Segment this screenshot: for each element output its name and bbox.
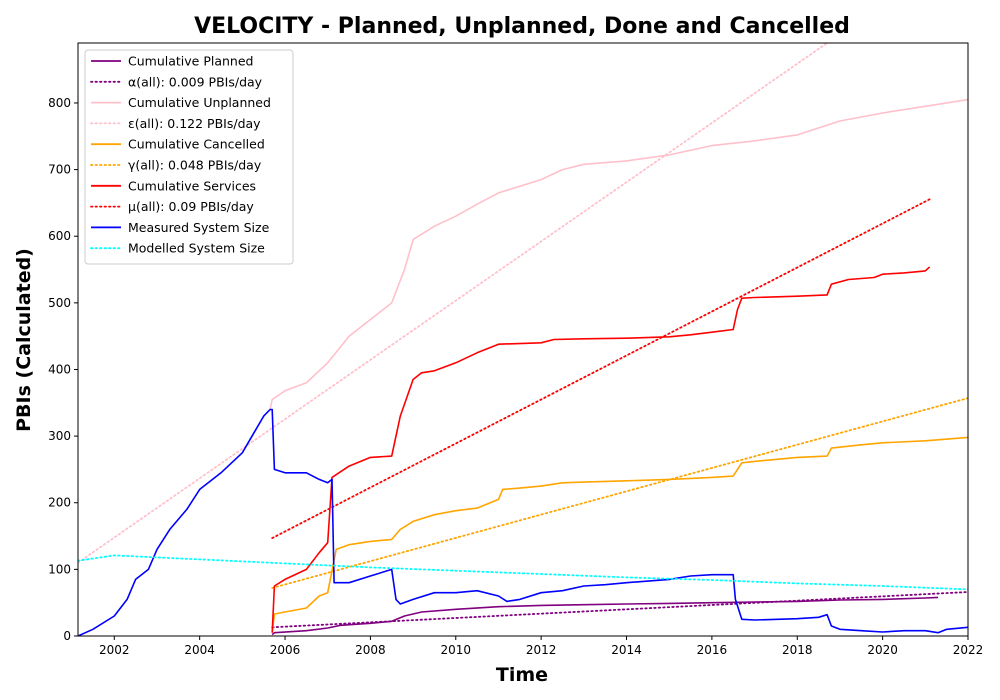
legend-label-measured-system-size: Measured System Size xyxy=(128,220,270,235)
legend-box xyxy=(84,49,294,265)
series-line-5 xyxy=(271,436,968,633)
y-tick-label: 700 xyxy=(48,163,71,177)
legend-label-all-0-09-pbis-day: μ(all): 0.09 PBIs/day xyxy=(128,199,254,214)
series-line-8 xyxy=(271,197,933,539)
legend-label-all-0-009-pbis-day: α(all): 0.009 PBIs/day xyxy=(128,74,263,89)
x-tick-label: 2008 xyxy=(355,643,386,657)
y-tick-label: 100 xyxy=(48,562,71,576)
series-layer xyxy=(78,43,968,636)
series-line-1 xyxy=(271,596,939,636)
x-tick-label: 2002 xyxy=(99,643,130,657)
series-line-6 xyxy=(271,397,968,589)
plot-frame xyxy=(77,42,969,637)
x-tick-label: 2016 xyxy=(697,643,728,657)
series-line-10 xyxy=(78,554,968,591)
x-tick-label: 2004 xyxy=(184,643,215,657)
y-tick-label: 800 xyxy=(48,96,71,110)
x-tick-label: 2010 xyxy=(440,643,471,657)
legend-label-cumulative-cancelled: Cumulative Cancelled xyxy=(128,137,265,152)
legend-label-all-0-122-pbis-day: ε(all): 0.122 PBIs/day xyxy=(128,116,261,131)
legend-label-cumulative-unplanned: Cumulative Unplanned xyxy=(128,95,271,110)
x-tick-label: 2006 xyxy=(270,643,301,657)
legend-label-cumulative-services: Cumulative Services xyxy=(128,178,256,193)
x-axis: 2002 2004 2006 2008 2010 2012 2014 2016 2018 2020… xyxy=(99,636,983,657)
series-line-4 xyxy=(78,43,828,564)
series-line-7 xyxy=(271,266,931,633)
y-axis: 0 100 200 300 400 500 600 700 800 xyxy=(48,96,78,643)
series-line-9 xyxy=(78,408,968,636)
x-tick-label: 2012 xyxy=(526,643,557,657)
y-tick-label: 200 xyxy=(48,496,71,510)
x-tick-label: 2018 xyxy=(782,643,813,657)
y-tick-label: 400 xyxy=(48,362,71,376)
x-tick-label: 2022 xyxy=(953,643,984,657)
legend: Cumulative Planned α(all): 0.009 PBIs/day… xyxy=(84,49,294,265)
y-tick-label: 600 xyxy=(48,229,71,243)
y-tick-label: 0 xyxy=(63,629,71,643)
series-line-3 xyxy=(269,98,968,410)
x-tick-label: 2020 xyxy=(867,643,898,657)
chart-title: VELOCITY - Planned, Unplanned, Done and … xyxy=(194,14,850,39)
y-axis-label: PBIs (Calculated) xyxy=(13,248,35,432)
series-line-2 xyxy=(271,591,968,629)
legend-label-modelled-system-size: Modelled System Size xyxy=(128,241,265,256)
x-tick-label: 2014 xyxy=(611,643,642,657)
legend-label-cumulative-planned: Cumulative Planned xyxy=(128,54,253,69)
legend-label-all-0-048-pbis-day: γ(all): 0.048 PBIs/day xyxy=(128,158,262,173)
y-tick-label: 500 xyxy=(48,296,71,310)
x-axis-label: Time xyxy=(496,664,548,686)
y-tick-label: 300 xyxy=(48,429,71,443)
